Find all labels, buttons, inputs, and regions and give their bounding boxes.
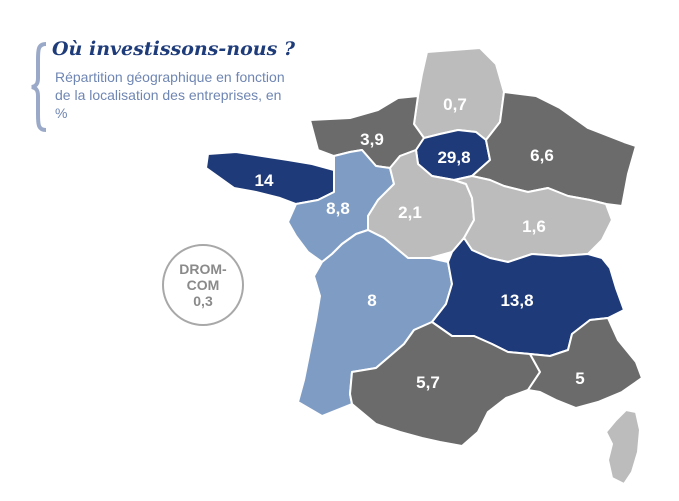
- region-paca[interactable]: [527, 317, 643, 409]
- region-label-ile-de-france: 29,8: [437, 148, 470, 167]
- drom-com-line2: COM: [186, 277, 220, 293]
- page-title: Où investissons-nous ?: [52, 38, 296, 60]
- region-corse[interactable]: [605, 409, 641, 485]
- region-label-normandie: 3,9: [360, 130, 384, 149]
- drom-com-badge: DROM- COM 0,3: [162, 244, 244, 326]
- drom-com-value: 0,3: [193, 293, 213, 309]
- brace-icon: [31, 42, 47, 132]
- region-label-centre-val-de-loire: 2,1: [398, 203, 422, 222]
- page-subtitle: Répartition géographique en fonction de …: [55, 69, 285, 121]
- region-label-pays-de-la-loire: 8,8: [326, 199, 350, 218]
- region-label-bretagne: 14: [255, 171, 274, 190]
- region-label-occitanie: 5,7: [416, 373, 440, 392]
- region-label-grand-est: 6,6: [530, 146, 554, 165]
- region-label-hauts-de-france: 0,7: [443, 95, 467, 114]
- region-label-bourgogne-franche-comte: 1,6: [522, 217, 546, 236]
- region-hauts-de-france[interactable]: [413, 47, 505, 141]
- header: Où investissons-nous ? Répartition géogr…: [30, 38, 295, 133]
- region-label-auvergne-rhone-alpes: 13,8: [500, 291, 533, 310]
- region-label-nouvelle-aquitaine: 8: [367, 291, 376, 310]
- region-label-paca: 5: [575, 369, 584, 388]
- drom-com-line1: DROM-: [179, 261, 227, 277]
